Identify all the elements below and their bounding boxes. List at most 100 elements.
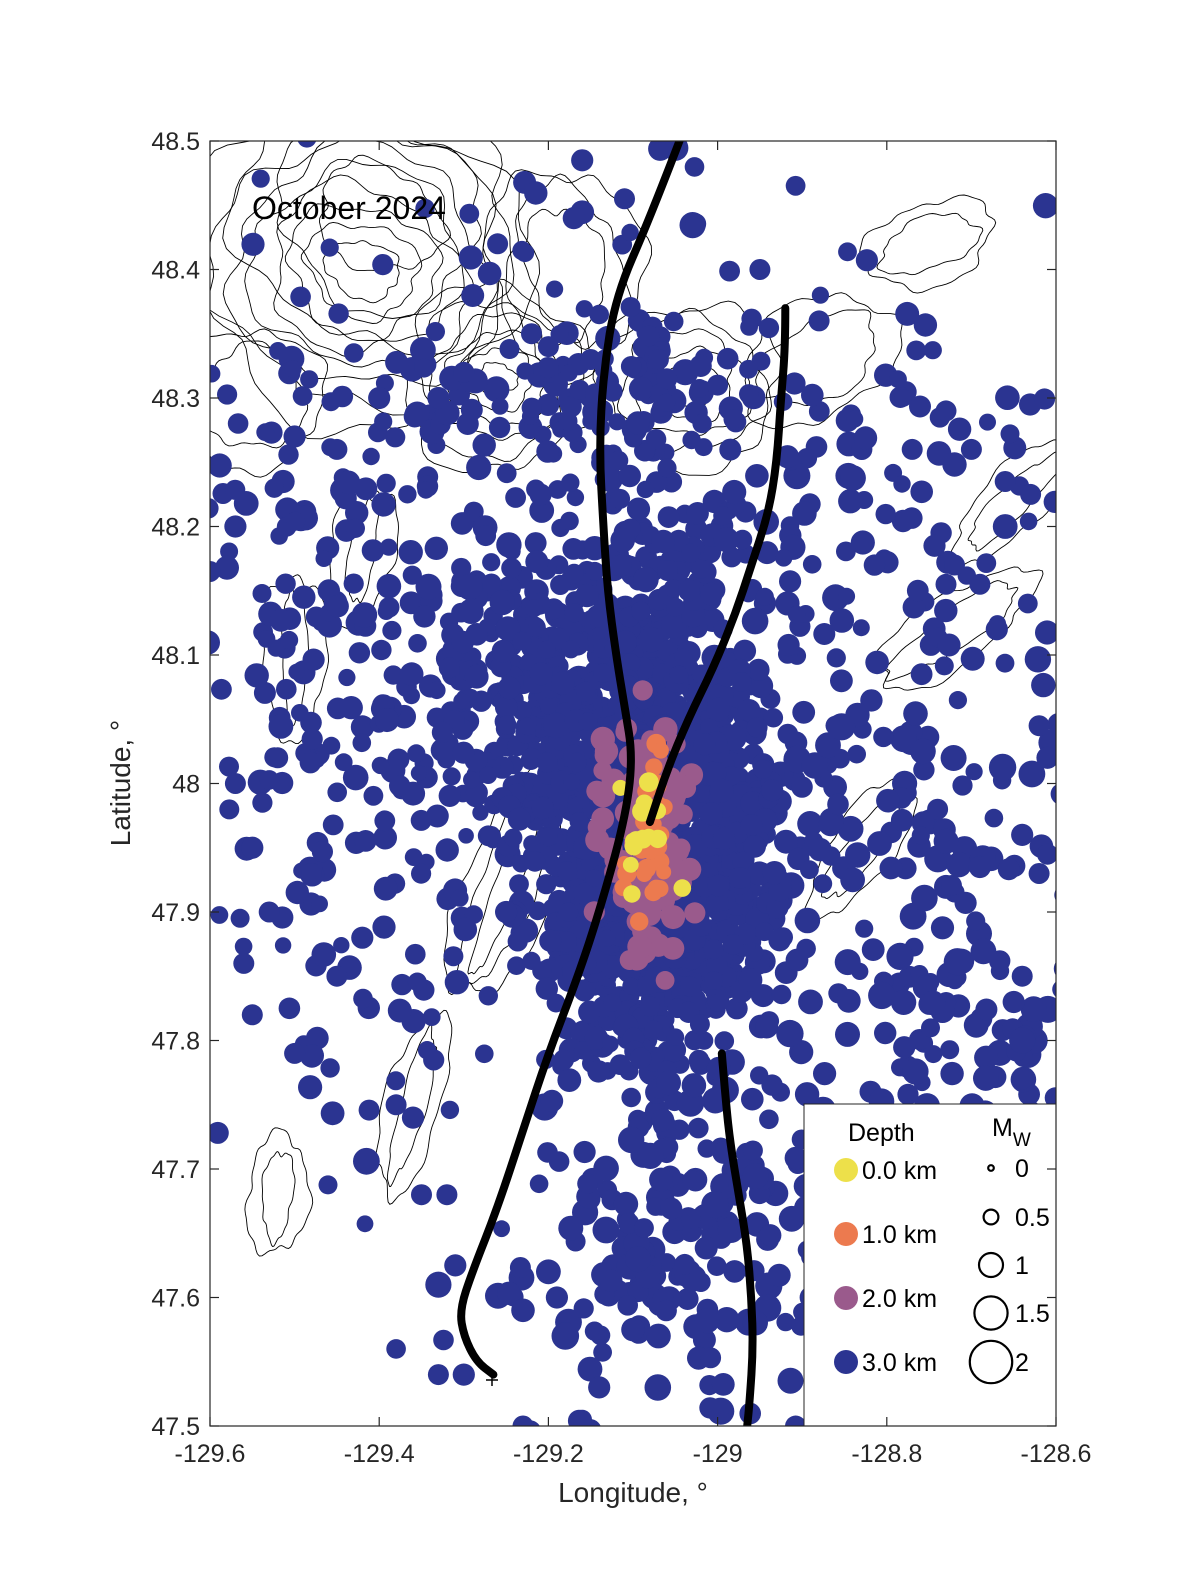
earthquake-marker <box>952 775 973 796</box>
earthquake-marker <box>691 559 711 579</box>
earthquake-marker <box>234 937 253 956</box>
earthquake-marker <box>875 503 896 525</box>
earthquake-marker <box>794 1082 820 1107</box>
earthquake-marker <box>834 949 861 976</box>
earthquake-marker <box>563 773 581 791</box>
earthquake-marker <box>537 1142 558 1163</box>
earthquake-marker <box>836 541 856 562</box>
earthquake-marker <box>299 751 322 774</box>
earthquake-marker <box>440 1100 460 1120</box>
earthquake-marker <box>173 459 195 481</box>
earthquake-marker <box>251 169 270 188</box>
earthquake-marker <box>546 280 564 298</box>
earthquake-marker <box>509 874 529 894</box>
earthquake-marker <box>942 452 967 477</box>
earthquake-marker <box>828 713 856 741</box>
earthquake-marker <box>913 759 935 781</box>
earthquake-marker <box>561 473 580 492</box>
earthquake-marker <box>890 989 917 1015</box>
earthquake-marker <box>995 385 1020 411</box>
earthquake-marker <box>450 889 469 907</box>
earthquake-marker <box>749 259 771 280</box>
earthquake-marker <box>580 349 602 370</box>
earthquake-marker <box>353 988 373 1009</box>
earthquake-marker <box>371 492 396 517</box>
earthquake-marker <box>879 856 903 880</box>
fault-line <box>645 304 790 827</box>
earthquake-marker <box>684 902 706 924</box>
earthquake-marker <box>612 779 629 796</box>
earthquake-marker <box>874 1021 897 1045</box>
earthquake-marker <box>417 481 435 499</box>
earthquake-marker <box>456 573 483 601</box>
contour-line <box>967 451 1056 552</box>
earthquake-marker <box>505 487 526 508</box>
earthquake-marker <box>536 1259 561 1285</box>
earthquake-marker <box>657 506 680 528</box>
earthquake-marker <box>224 515 247 538</box>
earthquake-marker <box>477 261 502 286</box>
legend-depth-swatch <box>834 1286 858 1310</box>
earthquake-marker <box>775 445 800 469</box>
legend-magnitude-circle <box>968 1339 1014 1385</box>
earthquake-marker <box>903 701 928 726</box>
earthquake-marker <box>1137 282 1157 302</box>
earthquake-marker <box>286 511 306 531</box>
earthquake-marker <box>389 775 411 797</box>
earthquake-marker <box>301 728 323 750</box>
earthquake-marker <box>940 1061 964 1086</box>
legend-depth-label: 2.0 km <box>862 1285 937 1313</box>
earthquake-marker <box>275 573 296 594</box>
earthquake-marker <box>906 579 929 602</box>
earthquake-marker <box>267 747 289 769</box>
earthquake-marker <box>220 542 239 561</box>
earthquake-marker <box>593 663 613 683</box>
earthquake-marker <box>911 826 930 845</box>
earthquake-marker <box>494 695 518 719</box>
earthquake-marker <box>585 869 603 887</box>
map-legend: Depth MW 0.0 km 1.0 km 2.0 km 3.0 km 0 0.5 1 1… <box>803 1103 1057 1427</box>
earthquake-marker <box>515 243 535 263</box>
earthquake-marker <box>910 663 933 686</box>
legend-magnitude-label: 1 <box>1015 1252 1029 1280</box>
earthquake-marker <box>608 413 626 431</box>
earthquake-marker <box>603 993 622 1012</box>
earthquake-marker <box>792 501 817 526</box>
earthquake-marker <box>651 1108 675 1132</box>
earthquake-marker <box>1019 512 1038 531</box>
earthquake-marker <box>729 867 751 889</box>
earthquake-marker <box>750 1066 769 1085</box>
earthquake-marker <box>558 1215 584 1241</box>
earthquake-marker <box>620 356 642 377</box>
earthquake-marker <box>1113 866 1134 887</box>
earthquake-marker <box>529 662 553 686</box>
earthquake-marker <box>511 1298 535 1323</box>
earthquake-marker <box>585 561 605 581</box>
earthquake-marker <box>911 884 938 912</box>
earthquake-marker <box>284 1042 306 1064</box>
earthquake-marker <box>835 1021 860 1047</box>
earthquake-marker <box>1102 607 1124 629</box>
earthquake-marker <box>636 443 655 462</box>
earthquake-marker <box>524 532 547 554</box>
earthquake-marker <box>424 536 448 560</box>
earthquake-marker <box>785 175 806 196</box>
earthquake-marker <box>722 479 747 505</box>
earthquake-marker <box>504 828 523 847</box>
earthquake-marker <box>291 704 309 722</box>
legend-depth-title: Depth <box>848 1119 915 1147</box>
earthquake-marker <box>644 1374 672 1401</box>
earthquake-marker <box>524 181 548 205</box>
earthquake-marker <box>645 758 663 776</box>
earthquake-marker <box>944 554 965 576</box>
earthquake-marker <box>808 310 830 332</box>
earthquake-marker <box>19 729 43 753</box>
earthquake-marker <box>363 785 384 806</box>
earthquake-marker <box>529 483 552 506</box>
earthquake-marker <box>610 527 635 553</box>
earthquake-marker <box>1067 872 1087 892</box>
earthquake-marker <box>1000 424 1020 444</box>
earthquake-marker <box>632 801 653 822</box>
earthquake-marker <box>558 902 579 922</box>
earthquake-marker <box>311 841 333 863</box>
